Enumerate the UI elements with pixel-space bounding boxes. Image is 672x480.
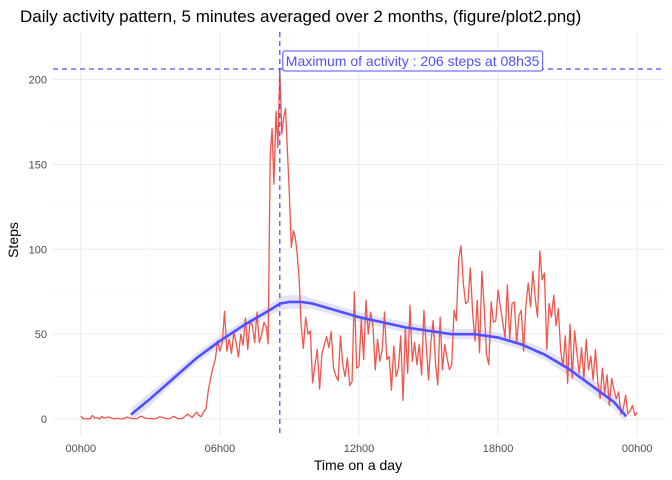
x-tick-label: 00h00 [622, 443, 653, 455]
x-tick-label: 06h00 [205, 443, 236, 455]
smooth-layer [130, 300, 627, 417]
y-tick-label: 50 [35, 329, 47, 341]
x-tick-label: 18h00 [483, 443, 514, 455]
x-axis-title: Time on a day [314, 457, 402, 473]
y-tick-label: 200 [29, 75, 47, 87]
x-tick-label: 12h00 [344, 443, 375, 455]
y-axis-ticks: 0 50 100 150 200 [29, 75, 47, 426]
smooth-trend-line [130, 300, 627, 417]
chart-title: Daily activity pattern, 5 minutes averag… [20, 7, 581, 26]
grid [53, 32, 665, 436]
y-tick-label: 0 [41, 414, 47, 426]
annotation-box [282, 50, 544, 72]
series-layer [80, 68, 638, 420]
annotation-layer: Maximum of activity : 206 steps at 08h35 [53, 32, 665, 436]
annotation-text: Maximum of activity : 206 steps at 08h35 [286, 53, 540, 69]
y-axis-title: Steps [5, 222, 21, 258]
y-tick-label: 100 [29, 244, 47, 256]
x-tick-label: 00h00 [66, 443, 97, 455]
y-tick-label: 150 [29, 159, 47, 171]
steps-line [80, 68, 638, 420]
x-axis-ticks: 00h00 06h00 12h00 18h00 00h00 [66, 443, 653, 455]
